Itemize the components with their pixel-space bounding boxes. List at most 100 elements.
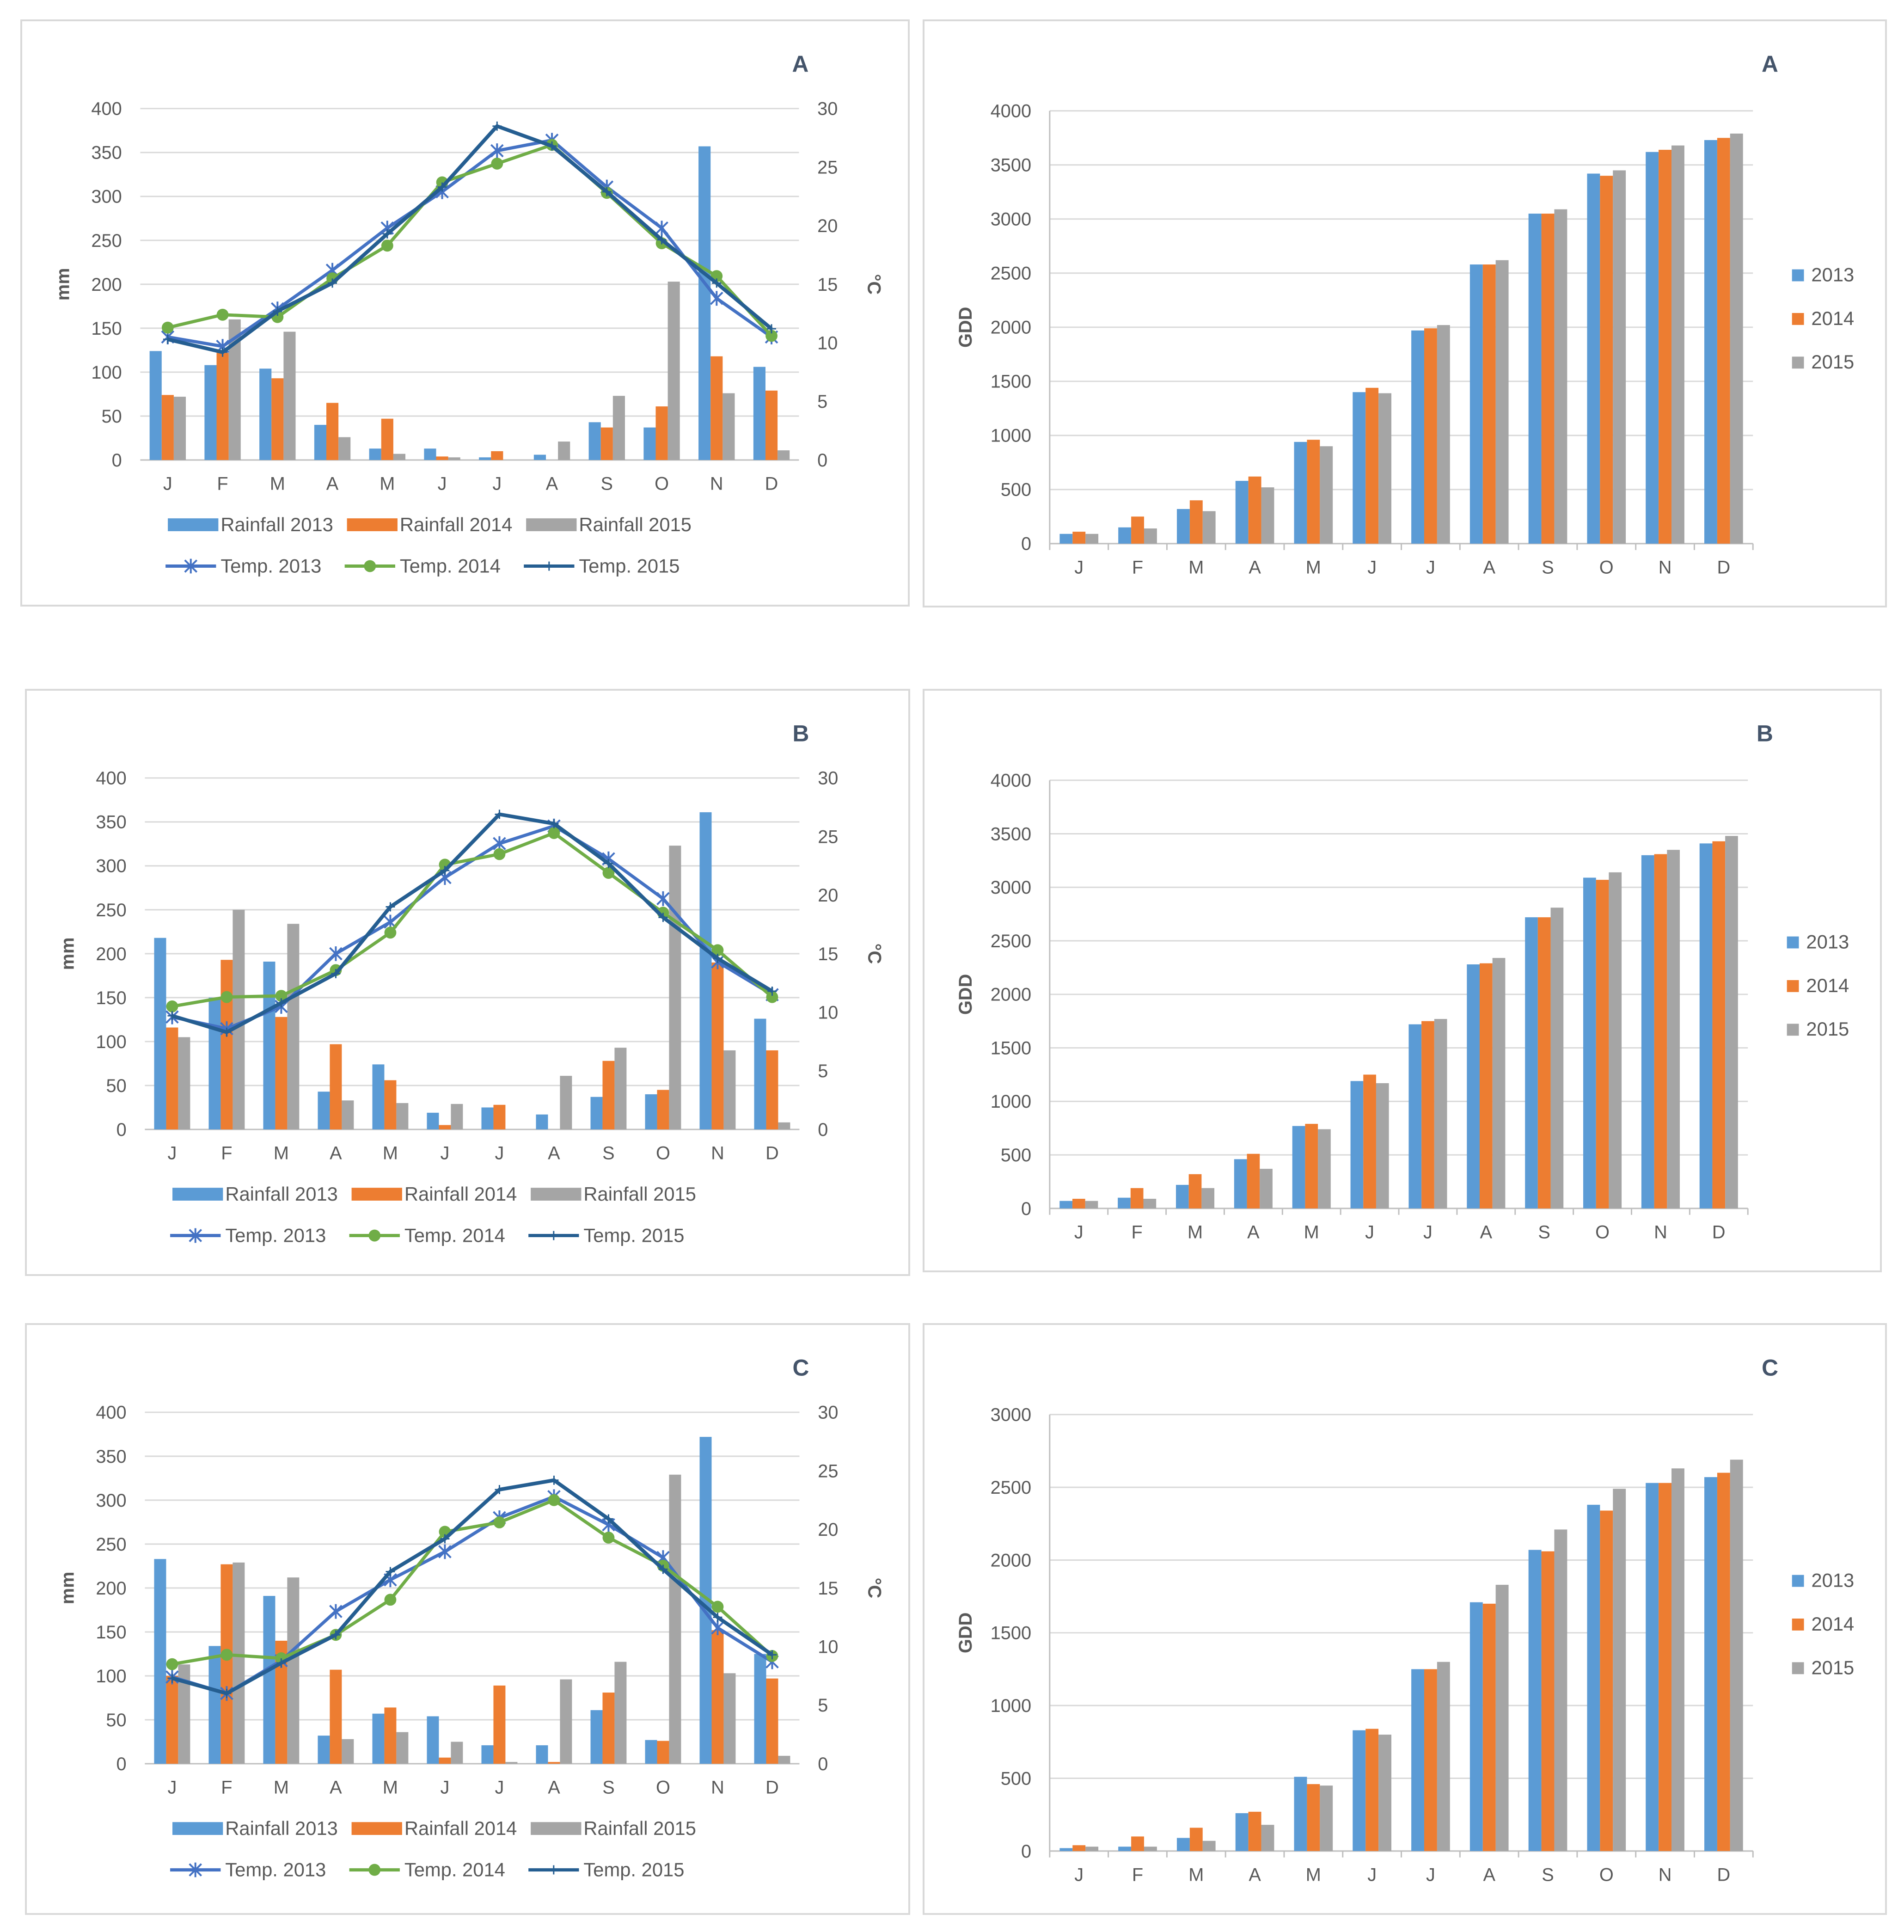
y2-tick-label: 5 [817, 392, 827, 412]
data-point [713, 954, 722, 963]
bar [448, 457, 460, 460]
legend-item: Rainfall 2015 [531, 1817, 696, 1839]
legend-label: Temp. 2014 [404, 1224, 505, 1246]
series-temp-2013 [165, 1489, 779, 1701]
y-tick-label: 100 [96, 1666, 126, 1687]
x-tick-label: S [1538, 1222, 1550, 1242]
x-tick-label: A [330, 1778, 342, 1798]
legend-item: Rainfall 2013 [172, 1817, 338, 1839]
y2-tick-label: 0 [818, 1754, 828, 1774]
bar [1059, 1848, 1073, 1851]
bar [1307, 1784, 1320, 1851]
y2-tick-label: 10 [818, 1003, 838, 1023]
y-tick-label: 100 [96, 1032, 126, 1052]
bar [1143, 1199, 1157, 1208]
bar [590, 1097, 603, 1129]
y-tick-label: 500 [1001, 480, 1031, 500]
bar [1541, 1551, 1555, 1851]
bar [1118, 1197, 1131, 1208]
legend-swatch [1792, 1575, 1804, 1587]
data-point [218, 347, 227, 357]
y2-tick-label: 20 [818, 1520, 838, 1540]
y-tick-label: 1000 [991, 1092, 1031, 1112]
bar [1541, 214, 1555, 544]
bar [1482, 264, 1496, 544]
bar [588, 422, 601, 460]
legend-item: Temp. 2014 [349, 1224, 505, 1246]
legend-swatch [1792, 313, 1804, 325]
x-tick-label: D [765, 1778, 779, 1798]
legend: 2013 2014 2015 [1792, 1569, 1854, 1678]
bar [1408, 1024, 1422, 1208]
legend-label: Temp. 2013 [225, 1224, 326, 1246]
bar [1176, 509, 1190, 544]
bar [369, 448, 381, 460]
series-line [167, 124, 773, 354]
data-point [276, 998, 286, 1008]
legend-swatch [1787, 1024, 1799, 1036]
data-point [602, 1532, 615, 1544]
bar [1353, 392, 1366, 544]
legend-label: 2015 [1811, 1656, 1854, 1678]
bar [259, 368, 272, 460]
bar [1421, 1021, 1434, 1208]
line-series [161, 121, 778, 357]
bar [1730, 1460, 1743, 1851]
y-tick-label: 0 [1021, 1841, 1031, 1862]
bar [1469, 1602, 1483, 1851]
bar [1492, 958, 1506, 1208]
x-tick-label: A [546, 474, 558, 494]
bar [330, 1044, 342, 1129]
data-point [216, 308, 229, 321]
data-point [163, 335, 172, 344]
bar [1495, 260, 1509, 544]
bar [393, 454, 406, 460]
bar [271, 378, 284, 460]
y-tick-label: 2500 [991, 1478, 1031, 1498]
legend: 2013 2014 2015 [1787, 931, 1849, 1040]
bar [1189, 1828, 1203, 1851]
bar [669, 1474, 681, 1764]
data-point [440, 1534, 450, 1544]
bar [1646, 152, 1659, 544]
bar [427, 1716, 439, 1764]
bar [1550, 908, 1564, 1208]
bar [384, 1707, 397, 1764]
bar [614, 1048, 627, 1129]
bar [753, 367, 765, 460]
legend-label: Temp. 2013 [220, 555, 321, 577]
series-temp-2014 [166, 1494, 778, 1670]
bar [1434, 1019, 1447, 1208]
legend-swatch [1787, 936, 1799, 949]
bar [643, 427, 656, 460]
y-tick-label: 250 [96, 900, 126, 920]
y-tick-label: 0 [116, 1120, 127, 1140]
bar [765, 390, 778, 460]
bar [424, 448, 436, 460]
series-line [171, 831, 773, 1008]
data-point [495, 1485, 504, 1494]
bar [560, 1076, 572, 1129]
bar [1587, 173, 1600, 544]
y-tick-label: 2000 [991, 318, 1031, 338]
bar [1320, 446, 1333, 544]
y-tick-label: 2500 [991, 931, 1031, 951]
y2-tick-label: 20 [818, 885, 838, 906]
data-point [222, 1027, 232, 1037]
y-tick-label: 2500 [991, 264, 1031, 284]
legend-label: Temp. 2013 [225, 1859, 326, 1881]
bar [275, 1017, 288, 1129]
bar [1411, 330, 1424, 544]
y-axis-title: GDD [955, 974, 976, 1015]
y-tick-label: 500 [1001, 1768, 1031, 1789]
data-point [495, 810, 504, 819]
bar [1202, 1840, 1216, 1851]
data-point [276, 1658, 286, 1668]
bar [1378, 393, 1391, 544]
bar [481, 1107, 494, 1129]
x-tick-label: F [221, 1143, 232, 1164]
bar [263, 1596, 275, 1764]
legend-item: 2014 [1792, 307, 1854, 329]
series-2014 [1072, 1472, 1730, 1851]
data-point [657, 235, 667, 245]
